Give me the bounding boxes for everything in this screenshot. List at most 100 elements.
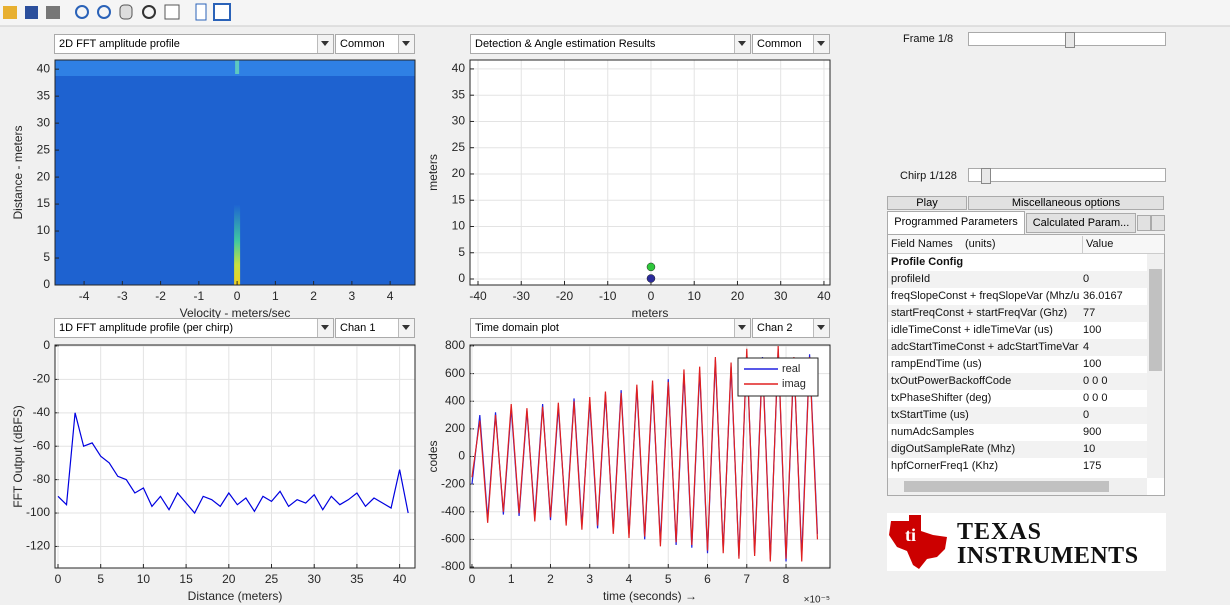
channel-dropdown[interactable]: Chan 1 (335, 318, 415, 338)
channel-dropdown[interactable]: Chan 2 (752, 318, 830, 338)
x-axis-label: Distance (meters) (188, 589, 283, 603)
plot-border (469, 344, 831, 569)
y-tick-label: 5 (458, 245, 465, 259)
table-row-bg (888, 424, 1147, 441)
plot-background (470, 60, 830, 285)
table-row-bg (888, 390, 1147, 407)
y-axis-label: codes (426, 440, 440, 472)
heatmap-stripe-top (235, 60, 240, 74)
table-header-name: Field Names (units) (891, 238, 996, 250)
dropdown-arrow (817, 41, 825, 46)
y-tick-label: 10 (452, 219, 466, 233)
frame-label: Frame 1/8 (903, 33, 954, 45)
y-tick-label: 0 (458, 271, 465, 285)
x-tick-label: 20 (731, 289, 745, 303)
x-axis-label: Velocity - meters/sec (180, 306, 291, 320)
save-icon[interactable] (25, 6, 38, 19)
table-value: 100 (1083, 324, 1102, 336)
heatmap-stripe (234, 205, 241, 285)
table-section: Profile Config (891, 256, 964, 268)
table-row-bg (888, 288, 1147, 305)
table-field: hpfCornerFreq1 (Khz) (891, 460, 998, 472)
table-row-bg (888, 305, 1147, 322)
tab-misc[interactable]: Miscellaneous options (968, 196, 1164, 210)
legend-label: imag (782, 378, 806, 390)
x-tick-label: 2 (310, 289, 317, 303)
tab-programmed[interactable]: Programmed Parameters (887, 211, 1025, 234)
frame-slider[interactable] (968, 32, 1166, 48)
x-tick-label: 40 (817, 289, 831, 303)
x-tick-label: 20 (222, 572, 236, 586)
table-header-bg (888, 235, 1164, 254)
vertical-scroll-thumb[interactable] (1149, 269, 1162, 371)
detected-point (646, 262, 656, 272)
plot-dropdown[interactable]: Time domain plot (470, 318, 751, 338)
channel-dropdown[interactable]: Common (752, 34, 830, 54)
datatip-icon[interactable] (164, 4, 180, 20)
table-value: 100 (1083, 358, 1102, 370)
table-value: 175 (1083, 460, 1102, 472)
x-tick-label: 6 (704, 572, 711, 586)
tab-play[interactable]: Play (887, 196, 967, 210)
open-icon[interactable] (3, 6, 17, 19)
y-tick-label: 20 (452, 166, 466, 180)
y-tick-label: 10 (37, 223, 51, 237)
rotate-icon[interactable] (142, 5, 156, 19)
x-tick-label: -10 (599, 289, 617, 303)
legend-box (737, 357, 819, 397)
x-tick-label: 0 (55, 572, 62, 586)
horizontal-scroll-thumb[interactable] (904, 481, 1109, 492)
ti-logo: ti TEXAS INSTRUMENTS (887, 513, 1166, 571)
table-row-bg (888, 356, 1147, 373)
x-tick-label: -3 (117, 289, 128, 303)
table-field: profileId (891, 273, 931, 285)
x-tick-label: 15 (179, 572, 193, 586)
x-tick-label: 30 (308, 572, 322, 586)
frame-slider-thumb[interactable] (1065, 32, 1075, 48)
y-tick-label: -800 (441, 559, 465, 573)
plot-dropdown[interactable]: 1D FFT amplitude profile (per chirp) (54, 318, 334, 338)
plot-dropdown[interactable]: Detection & Angle estimation Results (470, 34, 751, 54)
y-tick-label: 25 (452, 140, 466, 154)
tab-calculated[interactable]: Calculated Param... (1026, 213, 1136, 233)
parameter-table: Field Names (units) Value Profile Config pr… (887, 234, 1165, 496)
y-tick-label: 30 (37, 115, 51, 129)
colorbar-icon[interactable] (195, 3, 207, 21)
x-tick-label: 8 (783, 572, 790, 586)
chirp-slider[interactable] (968, 168, 1166, 184)
table-row-bg (888, 458, 1147, 475)
table-row-bg (888, 271, 1147, 288)
y-tick-label: -80 (33, 472, 51, 486)
table-field: numAdcSamples (891, 426, 975, 438)
table-value: 77 (1083, 307, 1096, 319)
legend-icon[interactable] (213, 3, 231, 21)
y-tick-label: 30 (452, 114, 466, 128)
y-tick-label: 600 (445, 366, 465, 380)
table-header-value: Value (1082, 236, 1150, 253)
dropdown-arrow (321, 325, 329, 330)
zoom-out-icon[interactable] (97, 5, 111, 19)
plot-dropdown[interactable]: 2D FFT amplitude profile (54, 34, 334, 54)
print-icon[interactable] (46, 6, 60, 19)
tab-scroll-right[interactable] (1151, 215, 1165, 231)
dropdown-arrow (738, 325, 746, 330)
chirp-slider-thumb[interactable] (981, 168, 991, 184)
tab-scroll-left[interactable] (1137, 215, 1151, 231)
y-tick-label: 35 (37, 88, 51, 102)
x-tick-label: 30 (774, 289, 788, 303)
table-value: 0 (1083, 409, 1090, 421)
x-tick-label: 1 (508, 572, 515, 586)
zoom-in-icon[interactable] (75, 5, 89, 19)
ti-logo-shape (889, 515, 947, 569)
x-tick-label: 0 (648, 289, 655, 303)
y-tick-label: 0 (43, 338, 50, 352)
y-axis-label: FFT Output (dBFS) (11, 405, 25, 507)
data-line (57, 412, 409, 515)
channel-dropdown[interactable]: Common (335, 34, 415, 54)
y-tick-label: 15 (37, 196, 51, 210)
dropdown-arrow (738, 41, 746, 46)
dropdown-arrow (402, 41, 410, 46)
y-tick-label: -400 (441, 504, 465, 518)
pan-icon[interactable] (119, 4, 133, 20)
